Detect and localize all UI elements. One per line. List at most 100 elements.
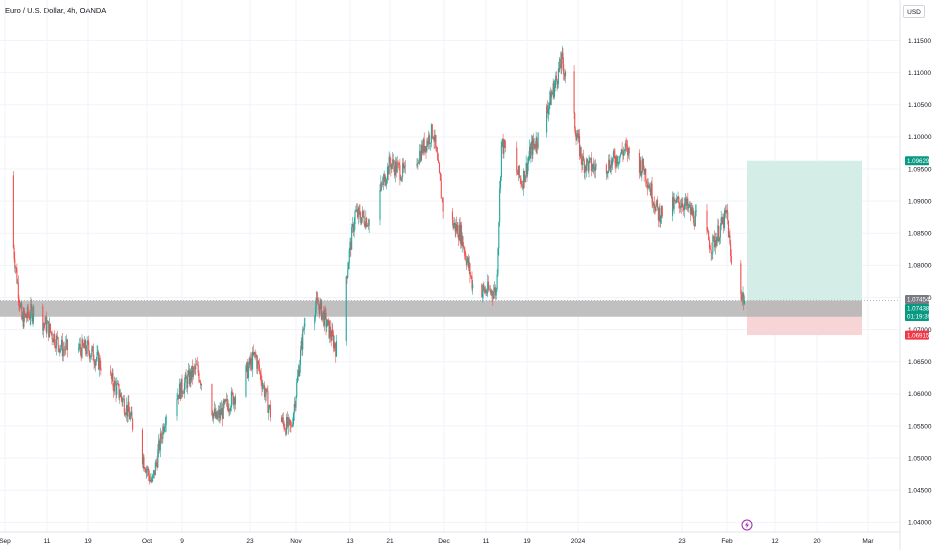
candle-body [187,369,190,375]
price-tick-label: 1.10500 [908,102,932,109]
price-tick-label: 1.11500 [908,38,931,45]
price-tick-label: 1.07000 [908,327,932,334]
candle-body [233,397,235,405]
candle-body [50,331,52,333]
candle-body [456,224,458,232]
candle-body [612,151,615,158]
candle-body [269,404,271,408]
candle-body [434,134,436,142]
candle-body [111,372,113,379]
candle-body [361,210,364,218]
candle-body [92,346,94,361]
candle-body [706,210,708,231]
candle-body [418,161,420,164]
candle-body [555,75,557,82]
candle-body [156,462,158,468]
candle-body [458,237,460,240]
candle-body [460,224,463,246]
candle-body [496,274,498,290]
candle-body [191,365,194,378]
candle-body [79,344,81,350]
candle-body [152,475,154,479]
time-tick-label: Feb [721,538,733,545]
candle-body [288,417,290,420]
candle-body [83,345,85,349]
candle-body [300,340,302,350]
candle-body [548,107,550,115]
event-markers[interactable] [741,519,753,531]
candle-body [679,206,681,209]
candle-body [491,290,493,296]
event-icon-bolt [745,521,749,529]
candle-body [144,468,146,470]
candle-body [498,222,500,249]
candle-body [465,259,467,265]
candle-body [708,231,710,241]
candle-body [302,329,304,350]
candle-body [558,68,560,70]
candle-body [452,219,454,229]
candle-body [641,171,643,176]
candle-body [650,183,652,196]
candle-body [730,255,732,264]
candle-body [144,469,147,473]
candle-body [13,247,15,259]
candle-body [605,164,607,174]
candle-body [56,335,58,338]
candle-body [28,315,30,316]
candle-body [740,294,743,300]
candle-body [688,206,690,209]
candle-body [142,457,144,465]
candle-body [47,321,49,324]
candle-body [546,106,548,111]
time-tick-label: 23 [246,538,254,545]
candle-body [245,365,247,397]
candle-body [387,166,389,175]
candle-body [627,145,629,156]
candle-body [347,269,349,278]
candle-body [129,415,131,420]
candle-body [314,316,316,324]
candle-body [329,326,332,337]
candle-body [165,415,167,425]
candle-body [395,161,397,173]
candle-body [228,409,230,412]
candle-body [176,398,178,416]
candle-body [189,371,191,385]
candle-body [120,393,122,398]
candle-body [548,103,550,108]
currency-button[interactable]: USD [903,5,925,18]
candle-body [247,362,249,379]
time-axis[interactable]: Sep 11 19 Oct 9 23 Nov 13 21 Dec 11 19 2024 23 Feb 12 20… [0,531,900,545]
candle-body [715,240,717,246]
candle-body [574,129,576,135]
candle-body [652,202,654,206]
candle-body [179,383,181,399]
candle-body [593,164,595,168]
candle-body [349,241,351,250]
candle-body [463,247,465,253]
candle-body [80,349,82,358]
candle-body [58,345,60,352]
candle-body [384,174,386,186]
candle-body [423,138,425,153]
candle-body [284,428,286,430]
candle-body [124,413,126,415]
lightning-icon[interactable] [741,519,753,531]
candle-body [264,394,266,397]
time-tick-label: 20 [813,538,821,545]
candle-body [286,416,288,435]
candle-body [727,220,730,238]
price-axis[interactable]: 1.11500 1.11000 1.10500 1.10000 1.09500 1.090… [899,0,932,550]
candle-body [110,373,112,379]
candle-body [460,224,462,242]
candle-body [132,419,134,430]
candle-body [617,162,619,165]
candle-body [183,382,185,394]
candle-body [723,210,726,229]
candle-body [588,159,590,172]
candle-body [90,355,92,357]
candle-body [681,203,683,208]
candle-body [483,284,485,288]
